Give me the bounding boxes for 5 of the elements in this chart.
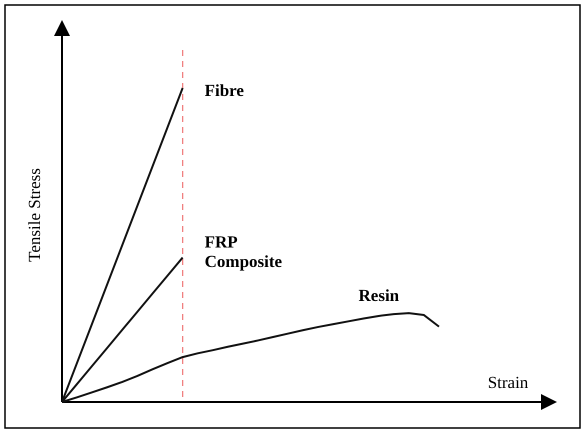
x-axis-title: Strain (488, 373, 529, 392)
series-label: Fibre (204, 81, 244, 100)
series-label: Resin (358, 286, 400, 306)
y-axis-title: Tensile Stress (25, 168, 44, 262)
series-label: FRP Composite (204, 232, 283, 272)
